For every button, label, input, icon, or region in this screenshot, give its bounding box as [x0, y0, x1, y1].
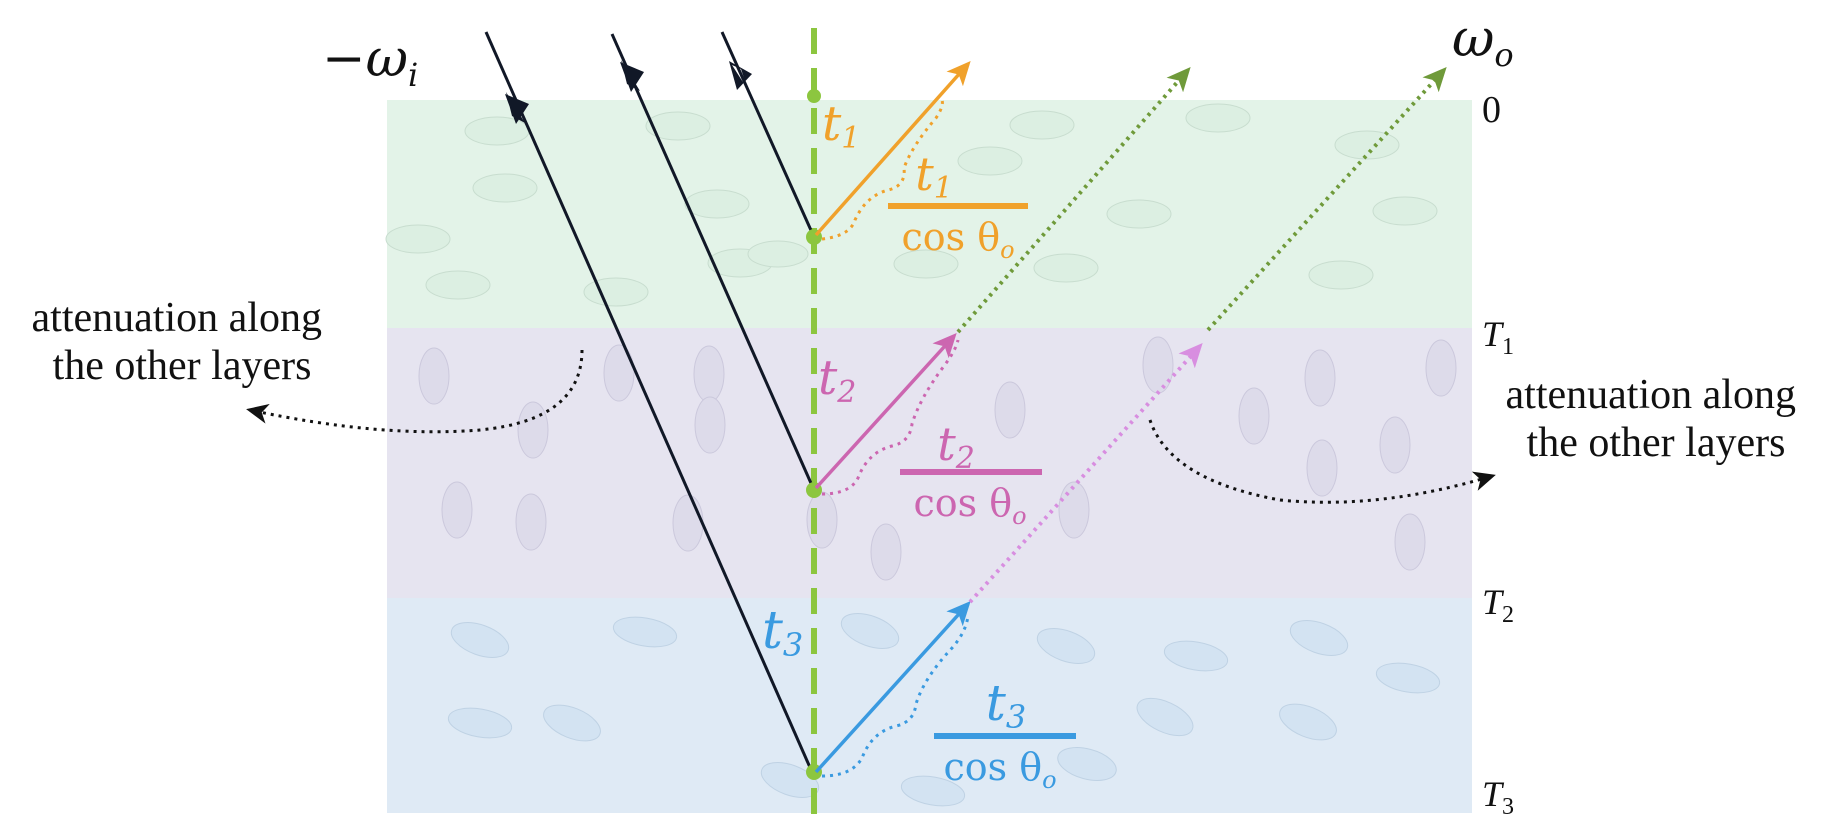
incident-arrowhead-2 [620, 60, 644, 92]
layer-1-band [387, 100, 1472, 328]
layer-2-band [387, 328, 1472, 598]
fraction-3-bar [934, 733, 1076, 739]
top-point [807, 89, 821, 103]
incident-arrowhead-1 [729, 61, 752, 90]
attenuation-text-right: attenuation along the other layers [1506, 372, 1807, 466]
fraction-2: t2 cos θo [900, 417, 1042, 530]
exit-ray-3-upper [1206, 67, 1447, 332]
outgoing-ray-3 [814, 601, 971, 774]
depth-label-T2: T2 [1482, 582, 1514, 628]
depth-label-T3: T3 [1482, 774, 1514, 820]
fraction-3-denominator: cos θo [943, 745, 1056, 794]
t1-label: t1 [822, 96, 860, 156]
incident-ray-2 [610, 33, 816, 491]
fraction-1: t1 cos θo [888, 147, 1028, 264]
fraction-2-numerator: t2 [937, 417, 975, 476]
fraction-1-bar [888, 203, 1028, 209]
incident-arrowhead-3 [505, 92, 529, 124]
depth-label-0: 0 [1482, 89, 1501, 131]
t2-label: t2 [818, 350, 856, 410]
fraction-3: t3 cos θo [934, 674, 1076, 794]
incident-direction-label: −ωi [322, 29, 418, 94]
path-brace-1 [821, 99, 944, 241]
exit-ray-3-middle [968, 343, 1203, 604]
exit-ray-2-upper [956, 66, 1191, 334]
outgoing-direction-label: ωo [1452, 9, 1514, 74]
outgoing-ray-1 [814, 61, 971, 237]
fraction-2-bar [900, 469, 1042, 475]
outgoing-ray-2 [814, 333, 957, 490]
depth-label-T1: T1 [1482, 314, 1514, 360]
fraction-1-numerator: t1 [915, 147, 953, 206]
fraction-1-denominator: cos θo [901, 215, 1014, 264]
path-brace-3 [821, 615, 970, 778]
attenuation-arrow-left [246, 349, 584, 434]
fraction-2-denominator: cos θo [913, 481, 1026, 530]
attenuation-text-left: attenuation along the other layers [32, 295, 333, 389]
incident-ray-3 [484, 31, 814, 773]
attenuation-arrow-right [1148, 419, 1496, 504]
layer-1-grains [385, 103, 1438, 307]
incident-arrowheads [505, 60, 752, 124]
fraction-3-numerator: t3 [986, 674, 1026, 736]
layer-3-grains [447, 613, 1441, 807]
t3-label: t3 [762, 601, 803, 664]
